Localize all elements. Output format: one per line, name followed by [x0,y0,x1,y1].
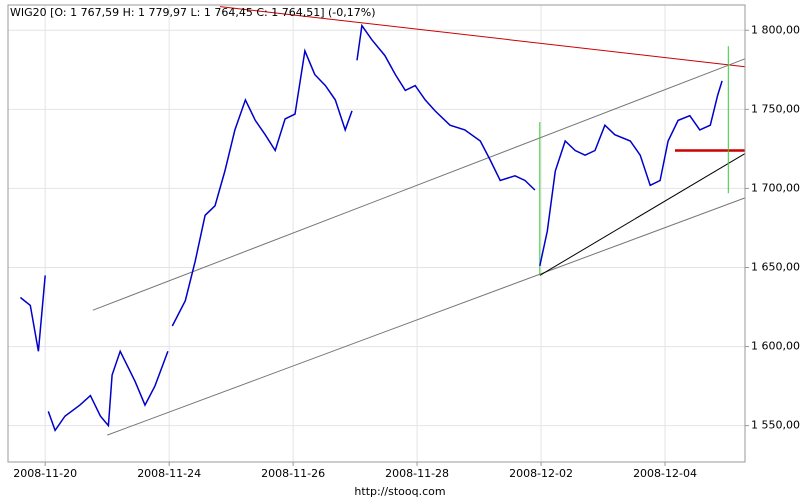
trend-line [107,197,746,436]
chart-title: WIG20 [O: 1 767,59 H: 1 779,97 L: 1 764,… [10,6,376,19]
y-tick-label: 1 550,00 [751,419,800,432]
x-tick-label: 2008-12-02 [509,467,573,480]
y-tick-label: 1 600,00 [751,340,800,353]
trend-line [92,58,746,311]
y-tick-label: 1 700,00 [751,181,800,194]
x-tick-label: 2008-11-24 [137,467,201,480]
x-tick-label: 2008-11-20 [13,467,77,480]
trend-line [219,6,746,68]
x-tick-label: 2008-12-04 [633,467,697,480]
plot-area [7,4,746,463]
y-tick-label: 1 750,00 [751,102,800,115]
x-tick-label: 2008-11-28 [385,467,449,480]
x-tick-label: 2008-11-26 [261,467,325,480]
y-tick-label: 1 800,00 [751,23,800,36]
footer: http://stooq.com [354,485,445,498]
trend-line [539,153,746,276]
y-tick-label: 1 650,00 [751,260,800,273]
plot-border [7,4,746,463]
marks [19,6,746,436]
price-line [19,23,723,433]
grid [8,5,745,462]
